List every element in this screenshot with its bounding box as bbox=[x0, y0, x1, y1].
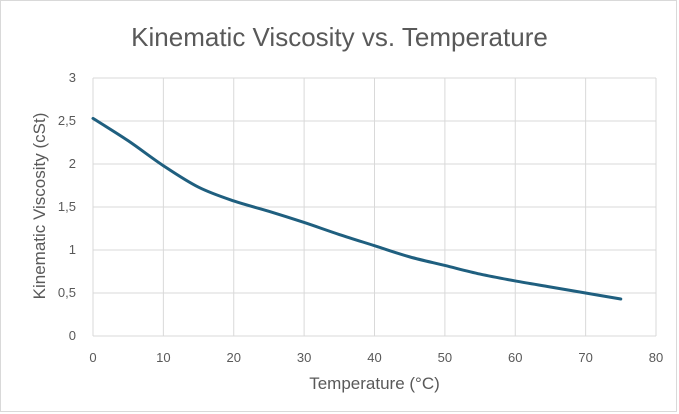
y-tick-label: 2 bbox=[69, 156, 76, 171]
x-tick-label: 10 bbox=[156, 350, 170, 365]
x-tick-label: 20 bbox=[227, 350, 241, 365]
x-tick-label: 30 bbox=[297, 350, 311, 365]
x-tick-label: 50 bbox=[438, 350, 452, 365]
x-tick-label: 0 bbox=[89, 350, 96, 365]
series-line bbox=[91, 116, 623, 301]
chart-title: Kinematic Viscosity vs. Temperature bbox=[131, 22, 548, 52]
x-tick-label: 80 bbox=[649, 350, 663, 365]
x-tick-label: 70 bbox=[578, 350, 592, 365]
y-tick-label: 0 bbox=[69, 328, 76, 343]
x-axis-label: Temperature (°C) bbox=[309, 374, 440, 393]
x-tick-label: 60 bbox=[508, 350, 522, 365]
x-tick-label: 40 bbox=[367, 350, 381, 365]
y-tick-label: 1,5 bbox=[58, 199, 76, 214]
y-tick-label: 0,5 bbox=[58, 285, 76, 300]
y-tick-label: 1 bbox=[69, 242, 76, 257]
y-tick-label: 2,5 bbox=[58, 113, 76, 128]
y-tick-label: 3 bbox=[69, 70, 76, 85]
